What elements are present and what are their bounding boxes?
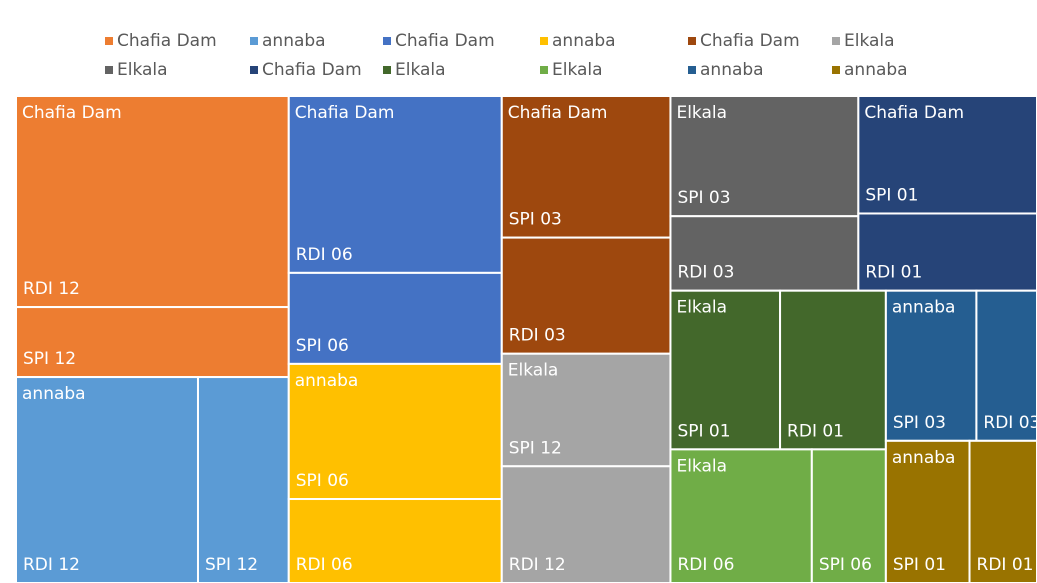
group-label: Chafia Dam	[864, 103, 964, 123]
tile	[857, 212, 1037, 292]
legend-swatch	[688, 37, 696, 45]
tile	[287, 271, 503, 365]
group-label: Chafia Dam	[295, 103, 395, 123]
tile-label: SPI 01	[865, 185, 918, 205]
group-label: Chafia Dam	[508, 103, 608, 123]
tile-label: SPI 03	[893, 413, 946, 433]
group-label: annaba	[892, 448, 956, 468]
legend-swatch	[540, 37, 548, 45]
legend-label: annaba	[262, 31, 326, 51]
group-label: Elkala	[676, 103, 727, 123]
legend-label: Elkala	[117, 60, 168, 80]
tile	[500, 95, 672, 239]
tile-label: RDI 12	[509, 555, 566, 575]
tile	[669, 448, 813, 583]
tile-label: SPI 12	[205, 555, 258, 575]
tile-label: RDI 01	[787, 421, 844, 441]
legend-swatch	[832, 66, 840, 74]
tile	[287, 498, 503, 583]
legend-swatch	[250, 37, 258, 45]
tile	[15, 376, 199, 583]
legend-label: Chafia Dam	[117, 31, 217, 51]
tile-label: RDI 03	[983, 413, 1037, 433]
legend-label: annaba	[552, 31, 616, 51]
legend-swatch	[383, 37, 391, 45]
group-label: annaba	[22, 384, 86, 404]
tile	[500, 236, 672, 355]
tile-label: RDI 06	[296, 245, 353, 265]
legend-label: Chafia Dam	[262, 60, 362, 80]
tile	[810, 448, 887, 583]
tile-label: SPI 01	[893, 555, 946, 575]
legend-swatch	[540, 66, 548, 74]
tile	[287, 95, 503, 274]
legend-label: Chafia Dam	[395, 31, 495, 51]
legend-swatch	[383, 66, 391, 74]
tile	[287, 362, 503, 501]
legend-swatch	[688, 66, 696, 74]
tile	[196, 376, 290, 583]
tile	[15, 306, 290, 379]
legend-swatch	[250, 66, 258, 74]
tile-label: SPI 01	[677, 421, 730, 441]
tile-label: SPI 03	[677, 188, 730, 208]
tile-label: RDI 01	[865, 263, 922, 283]
legend-label: Chafia Dam	[700, 31, 800, 51]
group-label: Elkala	[508, 361, 559, 381]
tile-label: SPI 03	[509, 210, 562, 230]
tile-label: RDI 03	[677, 263, 734, 283]
tile-label: SPI 12	[509, 438, 562, 458]
legend-swatch	[105, 66, 113, 74]
group-label: Chafia Dam	[22, 103, 122, 123]
group-label: Elkala	[676, 456, 727, 476]
tile-label: RDI 03	[509, 326, 566, 346]
tile-label: RDI 06	[296, 555, 353, 575]
legend-label: annaba	[700, 60, 764, 80]
legend-label: Elkala	[395, 60, 446, 80]
legend-label: annaba	[844, 60, 908, 80]
legend-swatch	[105, 37, 113, 45]
tile	[884, 439, 971, 583]
legend-label: Elkala	[552, 60, 603, 80]
tile-label: RDI 12	[23, 555, 80, 575]
tile-label: SPI 06	[296, 471, 349, 491]
tile-label: SPI 06	[296, 336, 349, 356]
tile-label: SPI 12	[23, 349, 76, 369]
tile-label: SPI 06	[819, 555, 872, 575]
tile-label: RDI 01	[977, 555, 1034, 575]
tile	[968, 439, 1037, 583]
tile-label: RDI 06	[677, 555, 734, 575]
legend-swatch	[832, 37, 840, 45]
tile	[884, 289, 978, 442]
group-label: annaba	[295, 371, 359, 391]
group-label: annaba	[892, 298, 956, 318]
group-label: Elkala	[676, 298, 727, 318]
tile	[975, 289, 1037, 442]
tile	[669, 95, 860, 218]
tile	[669, 289, 782, 451]
legend-label: Elkala	[844, 31, 895, 51]
tile-label: RDI 12	[23, 279, 80, 299]
tile	[15, 95, 290, 309]
